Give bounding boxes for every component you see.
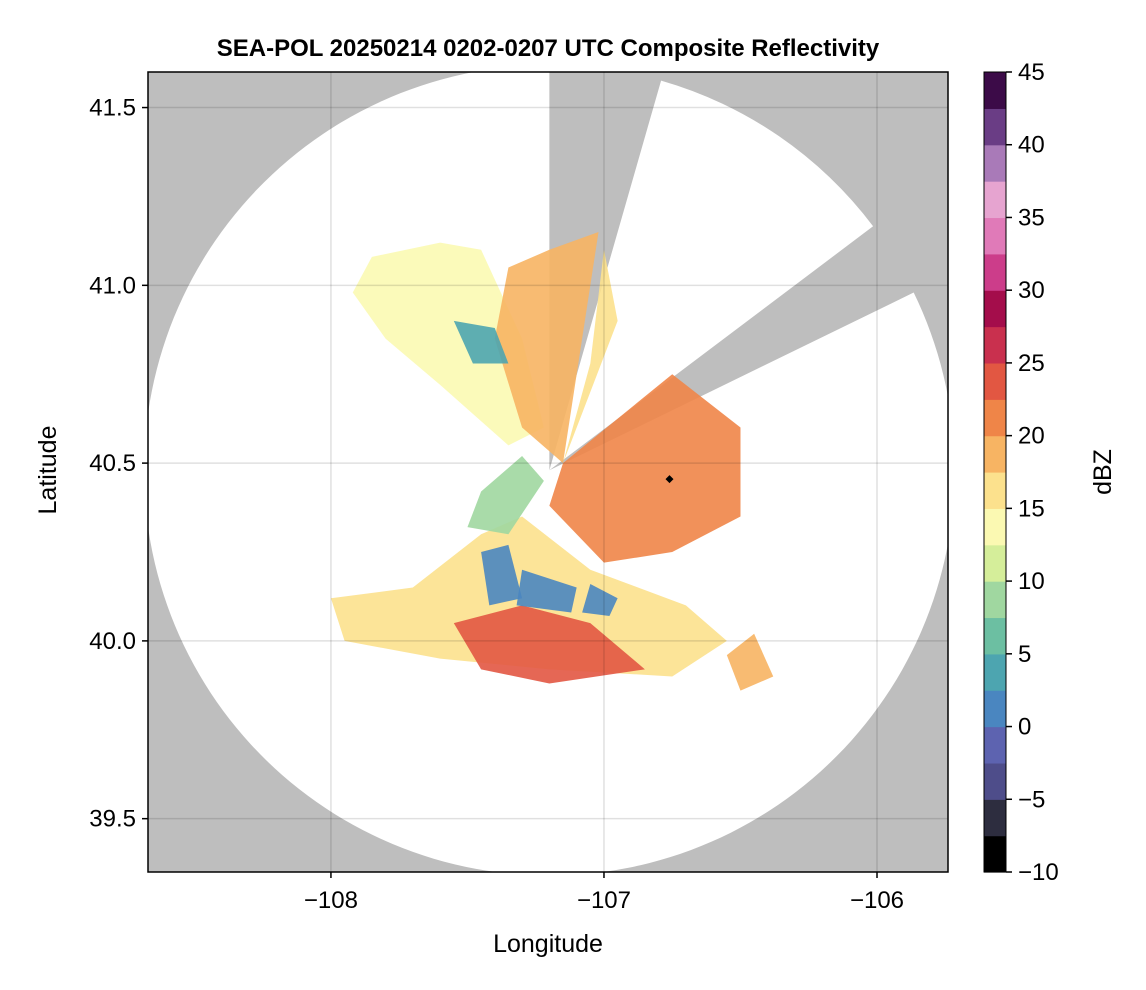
echo-region-3 (549, 374, 741, 563)
colorbar-segment-15 (984, 290, 1006, 328)
y-axis-label: Latitude (34, 426, 62, 515)
colorbar-tick-label-6: 20 (1018, 423, 1045, 450)
plot-frame (147, 71, 949, 873)
colorbar-segment-18 (984, 181, 1006, 219)
echo-region-10 (516, 569, 577, 613)
colorbar-tick-label-2: 0 (1018, 714, 1031, 741)
x-axis-ticks: −108 −107 −106 (304, 872, 904, 914)
colorbar-tick-label-9: 35 (1018, 204, 1045, 231)
colorbar-segment-8 (984, 544, 1006, 582)
colorbar-segment-21 (984, 72, 1006, 109)
colorbar-segment-16 (984, 253, 1006, 291)
echo-region-7 (726, 633, 774, 691)
x-tick-label-1: −107 (577, 887, 631, 914)
colorbar-segment-20 (984, 108, 1006, 146)
colorbar-segment-5 (984, 653, 1006, 691)
colorbar-segment-2 (984, 762, 1006, 800)
colorbar-tick-label-7: 25 (1018, 350, 1045, 377)
plot-area (147, 71, 949, 873)
colorbar: −10 −5 0 5 10 15 20 25 30 35 40 45 (983, 59, 1059, 886)
x-axis-label: Longitude (493, 930, 603, 958)
y-tick-label-3: 41.0 (89, 272, 136, 299)
colorbar-frame (983, 71, 1007, 873)
echo-region-5 (453, 605, 645, 684)
colorbar-segment-0 (984, 835, 1006, 873)
colorbar-segment-17 (984, 217, 1006, 255)
colorbar-segment-12 (984, 399, 1006, 437)
colorbar-tick-label-5: 15 (1018, 495, 1045, 522)
colorbar-tick-label-11: 45 (1018, 59, 1045, 86)
echo-region-11 (582, 584, 618, 616)
colorbar-tick-label-8: 30 (1018, 277, 1045, 304)
y-axis-ticks: 39.5 40.0 40.5 41.0 41.5 (89, 95, 148, 833)
echo-region-1 (494, 232, 599, 464)
colorbar-segment-9 (984, 508, 1006, 546)
y-tick-label-2: 40.5 (89, 450, 136, 477)
marker-layer (665, 475, 674, 484)
marker-0 (665, 475, 674, 484)
colorbar-segment-7 (984, 581, 1006, 619)
colorbar-segment-6 (984, 617, 1006, 655)
echo-region-6 (467, 456, 544, 535)
colorbar-segment-13 (984, 362, 1006, 400)
y-tick-label-4: 41.5 (89, 95, 136, 122)
colorbar-tick-label-10: 40 (1018, 132, 1045, 159)
echo-region-0 (352, 242, 544, 446)
y-tick-label-0: 39.5 (89, 806, 136, 833)
colorbar-segment-1 (984, 799, 1006, 837)
grid-lines (148, 72, 948, 872)
colorbar-segment-19 (984, 144, 1006, 182)
x-tick-label-0: −108 (304, 887, 358, 914)
colorbar-label: dBZ (1089, 449, 1117, 495)
x-tick-label-2: −106 (850, 887, 904, 914)
colorbar-tick-label-0: −10 (1018, 859, 1059, 886)
colorbar-segment-14 (984, 326, 1006, 364)
colorbar-tick-label-1: −5 (1018, 786, 1045, 813)
colorbar-tick-label-4: 10 (1018, 568, 1045, 595)
colorbar-segment-3 (984, 726, 1006, 764)
y-tick-label-1: 40.0 (89, 628, 136, 655)
echo-region-9 (481, 544, 523, 606)
echo-layer (330, 232, 774, 691)
colorbar-tick-label-3: 5 (1018, 641, 1031, 668)
chart-title: SEA-POL 20250214 0202-0207 UTC Composite… (217, 35, 880, 62)
echo-region-8 (453, 320, 509, 364)
echo-region-2 (563, 249, 618, 464)
colorbar-segment-11 (984, 435, 1006, 473)
colorbar-segment-4 (984, 690, 1006, 728)
colorbar-segment-10 (984, 472, 1006, 509)
